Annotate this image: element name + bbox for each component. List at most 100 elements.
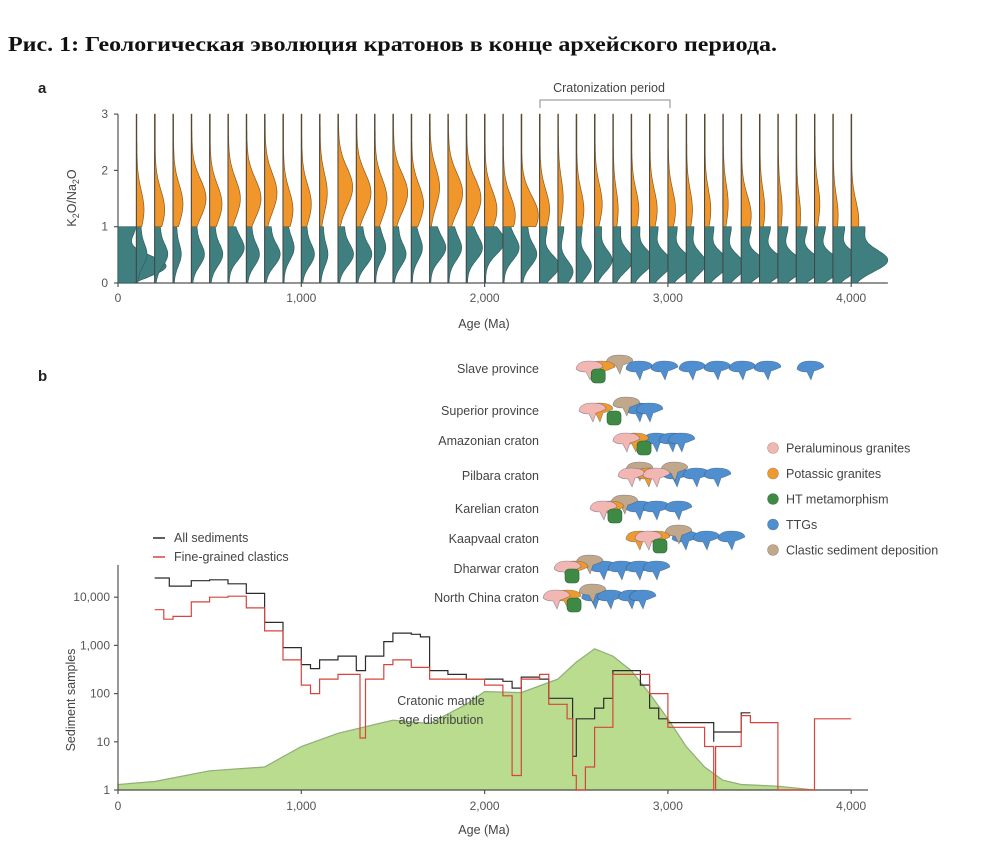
violin-low-ratio (209, 226, 224, 284)
violin-high-ratio (484, 113, 498, 228)
area-label-line2: age distribution (399, 713, 484, 727)
violin-low-ratio (539, 226, 560, 284)
violin-low-ratio (594, 226, 613, 284)
violin-high-ratio (227, 113, 241, 228)
ttg-glyph (728, 360, 757, 381)
ht-metamorphism-glyph (607, 508, 623, 524)
violin-low-ratio (649, 226, 673, 284)
ttg-glyph (717, 530, 746, 551)
craton-row-label: Pilbara craton (462, 469, 539, 483)
y-tick-label: 1 (101, 220, 108, 234)
peraluminous-granite-glyph (634, 530, 663, 551)
violin-high-ratio (282, 113, 294, 228)
x-tick-label: 2,000 (470, 291, 500, 305)
y-tick-label: 100 (90, 687, 110, 701)
y-tick-label: 10,000 (73, 590, 110, 604)
violin-low-ratio (447, 226, 462, 284)
legend-label-metamorphism: HT metamorphism (786, 493, 889, 507)
violin-low-ratio (612, 226, 634, 284)
violin-high-ratio (300, 113, 312, 228)
panel-a-label: a (38, 80, 47, 97)
violin-high-ratio (539, 113, 550, 228)
violin-high-ratio (520, 113, 539, 228)
legend-swatch-metamorphism (767, 493, 779, 505)
violin-high-ratio (154, 113, 165, 228)
x-tick-label: 3,000 (653, 799, 683, 813)
violin-high-ratio (135, 113, 145, 228)
ttg-glyph (703, 467, 732, 488)
violin-low-ratio (850, 226, 889, 284)
violin-high-ratio (392, 113, 408, 228)
violin-high-ratio (172, 113, 184, 228)
violin-high-ratio (337, 113, 353, 228)
ttg-glyph (678, 360, 707, 381)
violin-low-ratio (392, 226, 407, 284)
ht-metamorphism-glyph (606, 410, 622, 426)
violin-low-ratio (465, 226, 483, 284)
violin-low-ratio (575, 226, 592, 284)
violin-high-ratio (814, 113, 821, 228)
violin-low-ratio (227, 226, 245, 284)
panel-b-label: b (38, 368, 47, 385)
ttg-glyph (753, 360, 782, 381)
y-tick-label: 3 (101, 107, 108, 121)
violin-low-ratio (429, 226, 447, 284)
violin-high-ratio (264, 113, 278, 228)
violin-high-ratio (209, 113, 223, 228)
ttg-glyph (642, 560, 671, 581)
x-tick-label: 4,000 (836, 799, 866, 813)
panel-b-ylabel: Sediment samples (64, 649, 78, 752)
cratonization-bracket (539, 99, 671, 108)
violin-high-ratio (429, 113, 440, 228)
violin-low-ratio (337, 226, 354, 284)
area-label-line1: Cratonic mantle (397, 694, 485, 708)
violin-low-ratio (264, 226, 281, 284)
violin-high-ratio (374, 113, 388, 228)
violin-high-ratio (594, 113, 603, 228)
violin-high-ratio (557, 113, 564, 228)
x-tick-label: 0 (115, 291, 122, 305)
violin-high-ratio (612, 113, 619, 228)
legend-label-potassic: Potassic granites (786, 467, 881, 481)
peraluminous-granite-glyph (575, 360, 604, 381)
violin-high-ratio (777, 113, 783, 228)
violin-high-ratio (630, 113, 640, 228)
panel-a-xlabel: Age (Ma) (458, 317, 509, 331)
ht-metamorphism-glyph (564, 568, 580, 584)
violin-high-ratio (410, 113, 424, 228)
panel-b-chart: 1 10 100 1,000 10,000 0 1,000 2,000 3,000 4,000 (73, 565, 868, 813)
violin-high-ratio (722, 113, 729, 228)
violin-high-ratio (190, 113, 207, 228)
violin-low-ratio (685, 226, 707, 284)
violin-low-ratio (484, 226, 506, 284)
violin-high-ratio (465, 113, 482, 228)
violin-low-ratio (154, 226, 169, 284)
cratonization-annotation: Cratonization period (553, 81, 665, 95)
violin-low-ratio (172, 226, 182, 284)
violin-high-ratio (740, 113, 752, 228)
violin-high-ratio (319, 113, 328, 228)
legend-swatch-potassic (767, 467, 779, 480)
y-tick-label: 2 (101, 163, 108, 177)
ttg-glyph (650, 360, 679, 381)
craton-row-label: Slave province (457, 362, 539, 376)
violin-low-ratio (319, 226, 329, 284)
peraluminous-granite-glyph (542, 589, 571, 610)
y-tick-label: 0 (101, 276, 108, 290)
ttg-glyph (635, 402, 664, 423)
x-tick-label: 1,000 (286, 291, 316, 305)
peraluminous-granite-glyph (578, 402, 607, 423)
x-tick-label: 1,000 (286, 799, 316, 813)
violin-low-ratio (355, 226, 373, 284)
legend-swatch-clastic (767, 544, 779, 556)
panel-b-xlabel: Age (Ma) (458, 823, 509, 837)
craton-row-label: Superior province (441, 404, 539, 418)
legend-label-clastic: Clastic sediment deposition (786, 544, 938, 558)
craton-row-label: Dharwar craton (454, 562, 539, 576)
legend-label-all-sediments: All sediments (174, 531, 248, 545)
ttg-glyph (625, 360, 654, 381)
violin-high-ratio (850, 113, 860, 228)
violin-high-ratio (704, 113, 712, 228)
x-tick-label: 2,000 (470, 799, 500, 813)
ht-metamorphism-glyph (590, 368, 606, 384)
